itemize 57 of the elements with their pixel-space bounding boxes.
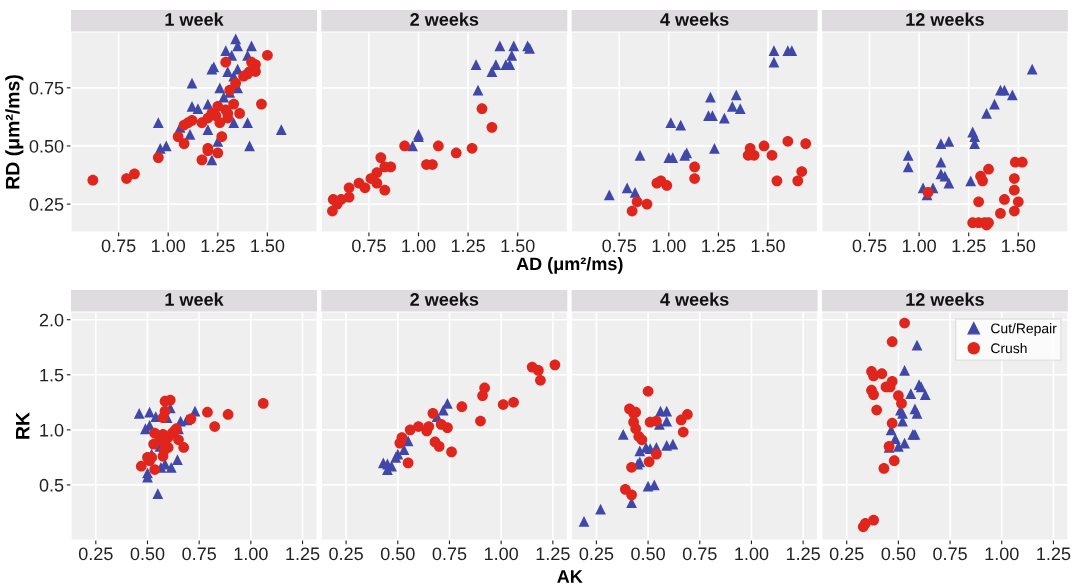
y-tick-label: 0.25 bbox=[29, 198, 64, 211]
x-tick-label: 0.75 bbox=[101, 239, 136, 253]
x-tick-label: 0.75 bbox=[602, 239, 637, 253]
x-tick-label: 1.25 bbox=[286, 547, 320, 561]
y-tick-label: 2.0 bbox=[39, 313, 64, 327]
y-tick-label: 0.5 bbox=[39, 478, 64, 492]
x-tick-label: 0.50 bbox=[130, 547, 165, 561]
chart-title: 2 weeks bbox=[410, 292, 479, 306]
legend-label: Crush bbox=[991, 343, 1027, 354]
x-tick-label: 0.75 bbox=[852, 239, 887, 253]
x-tick-label: 0.50 bbox=[881, 547, 916, 561]
chart-title: 12 weeks bbox=[906, 292, 984, 306]
y-tick-label: 0.50 bbox=[29, 139, 64, 153]
x-tick-label: 1.25 bbox=[1037, 547, 1071, 561]
x-tick-label: 1.25 bbox=[536, 547, 570, 561]
x-tick-label: 1.50 bbox=[1002, 239, 1036, 253]
x-tick-label: 1.00 bbox=[234, 547, 268, 561]
x-tick-label: 1.00 bbox=[985, 547, 1019, 561]
x-tick-label: 0.25 bbox=[579, 547, 614, 561]
x-tick-label: 0.25 bbox=[78, 547, 113, 561]
x-tick-label: 1.50 bbox=[751, 239, 785, 253]
x-tick-label: 1.00 bbox=[652, 239, 686, 253]
x-tick-label: 0.75 bbox=[182, 547, 216, 561]
x-tick-label: 0.75 bbox=[933, 547, 967, 561]
x-tick-label: 1.25 bbox=[702, 239, 736, 253]
y-axis-title: RD (μm²/ms) bbox=[5, 75, 24, 189]
chart-title: 4 weeks bbox=[660, 292, 729, 306]
x-tick-label: 1.00 bbox=[902, 239, 936, 253]
x-tick-label: 0.75 bbox=[682, 547, 717, 561]
x-tick-label: 1.50 bbox=[501, 239, 535, 253]
x-tick-label: 0.75 bbox=[352, 239, 386, 253]
x-axis-title: AK bbox=[557, 570, 583, 583]
x-axis-title: AD (μm²/ms) bbox=[516, 257, 623, 274]
x-tick-label: 1.25 bbox=[786, 547, 820, 561]
x-tick-label: 1.00 bbox=[735, 547, 769, 561]
x-tick-label: 0.50 bbox=[631, 547, 665, 561]
x-tick-label: 0.75 bbox=[432, 547, 467, 561]
y-tick-label: 0.75 bbox=[29, 81, 64, 95]
x-tick-label: 1.25 bbox=[201, 239, 235, 253]
chart-title: 1 week bbox=[165, 12, 224, 26]
x-tick-label: 1.25 bbox=[952, 239, 986, 253]
chart-title: 4 weeks bbox=[660, 12, 729, 26]
chart-title: 12 weeks bbox=[906, 12, 984, 26]
y-tick-label: 1.0 bbox=[40, 423, 64, 437]
x-tick-label: 0.25 bbox=[829, 547, 864, 561]
x-tick-label: 1.50 bbox=[251, 239, 285, 253]
x-tick-label: 1.00 bbox=[402, 239, 436, 253]
chart-title: 1 week bbox=[165, 292, 224, 306]
x-tick-label: 1.25 bbox=[451, 239, 485, 253]
x-tick-label: 1.00 bbox=[152, 239, 186, 253]
y-tick-label: 1.5 bbox=[40, 368, 64, 382]
x-tick-label: 0.50 bbox=[380, 547, 415, 561]
legend-label: Cut/Repair bbox=[991, 323, 1057, 337]
y-axis-title: RK bbox=[15, 412, 30, 439]
x-tick-label: 1.00 bbox=[484, 547, 519, 561]
x-tick-label: 0.25 bbox=[329, 547, 363, 561]
chart-title: 2 weeks bbox=[410, 12, 479, 26]
